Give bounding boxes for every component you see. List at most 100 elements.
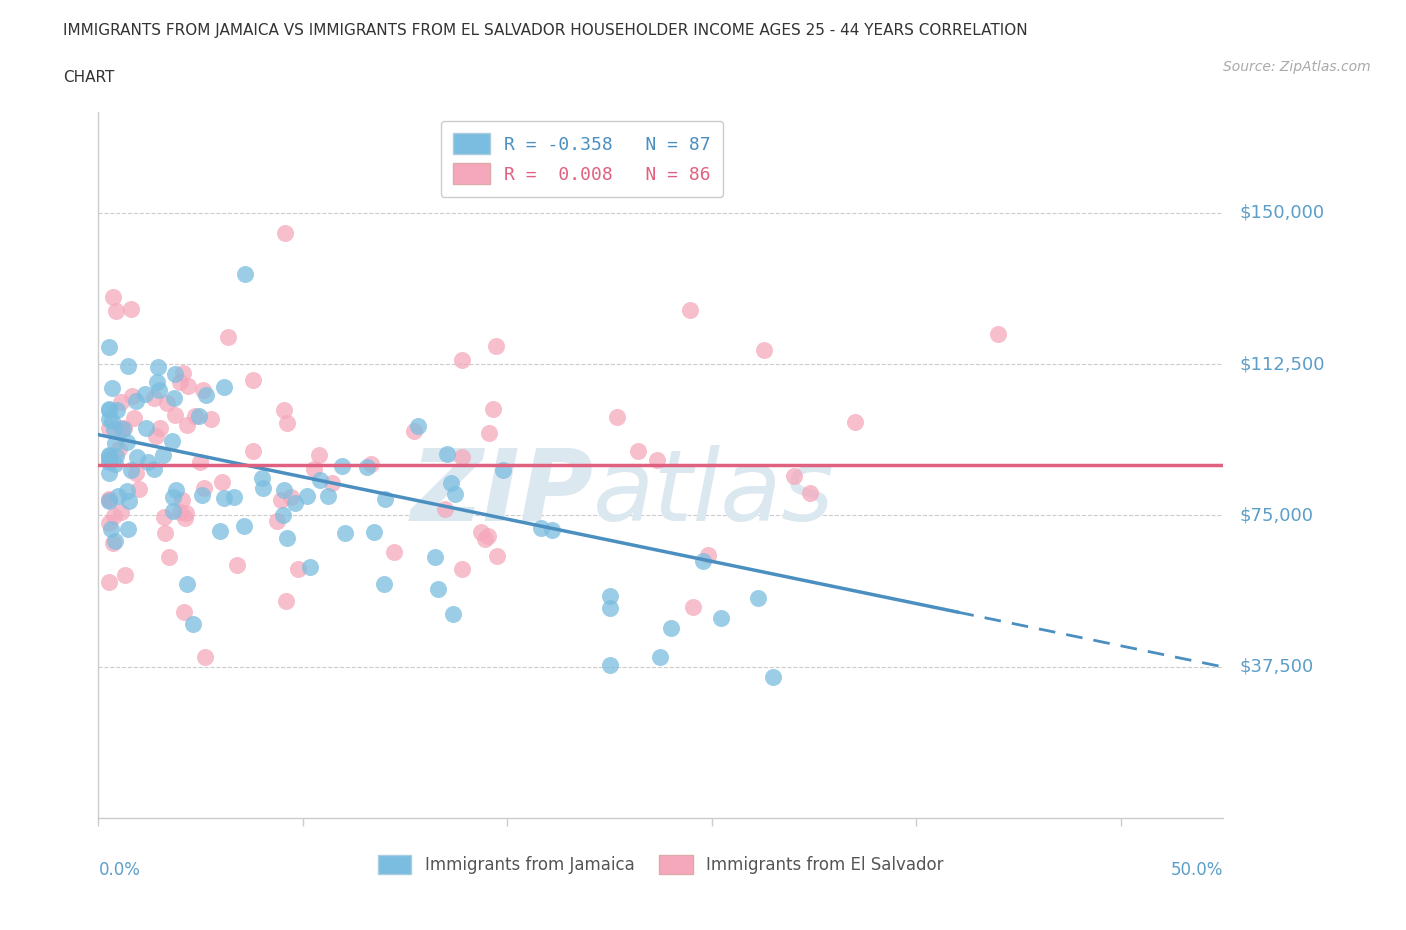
- Point: [176, 576, 198, 591]
- Point: [110, 420, 132, 435]
- Point: [477, 529, 499, 544]
- Point: [273, 483, 295, 498]
- Point: [101, 380, 124, 395]
- Point: [101, 289, 124, 304]
- Point: [271, 508, 294, 523]
- Point: [211, 475, 233, 490]
- Point: [287, 562, 309, 577]
- Point: [650, 649, 672, 664]
- Point: [710, 611, 733, 626]
- Point: [162, 391, 184, 405]
- Point: [606, 409, 628, 424]
- Point: [148, 360, 170, 375]
- Point: [273, 403, 295, 418]
- Point: [433, 501, 456, 516]
- Point: [101, 414, 124, 429]
- Point: [599, 589, 621, 604]
- Point: [100, 522, 122, 537]
- Point: [308, 448, 330, 463]
- Point: [134, 386, 156, 401]
- Point: [143, 461, 166, 476]
- Point: [752, 342, 775, 357]
- Point: [478, 425, 501, 440]
- Point: [97, 493, 120, 508]
- Point: [242, 373, 264, 388]
- Point: [153, 525, 176, 540]
- Point: [232, 519, 254, 534]
- Point: [136, 455, 159, 470]
- Point: [529, 521, 551, 536]
- Point: [679, 302, 702, 317]
- Point: [142, 391, 165, 405]
- Point: [212, 379, 235, 394]
- Point: [195, 388, 218, 403]
- Point: [280, 489, 302, 504]
- Point: [152, 510, 174, 525]
- Point: [146, 375, 169, 390]
- Point: [540, 523, 562, 538]
- Text: 50.0%: 50.0%: [1171, 861, 1223, 879]
- Point: [97, 411, 120, 426]
- Point: [104, 534, 127, 549]
- Text: CHART: CHART: [63, 70, 115, 85]
- Point: [97, 402, 120, 417]
- Point: [373, 577, 395, 591]
- Point: [242, 444, 264, 458]
- Point: [172, 493, 194, 508]
- Point: [97, 453, 120, 468]
- Text: $112,500: $112,500: [1240, 355, 1324, 373]
- Point: [160, 433, 183, 448]
- Point: [645, 453, 668, 468]
- Point: [217, 329, 239, 344]
- Point: [152, 447, 174, 462]
- Point: [97, 449, 120, 464]
- Point: [149, 420, 172, 435]
- Point: [104, 436, 127, 451]
- Point: [404, 424, 426, 439]
- Point: [382, 545, 405, 560]
- Point: [181, 616, 204, 631]
- Point: [426, 581, 449, 596]
- Point: [172, 365, 194, 380]
- Point: [451, 562, 474, 577]
- Point: [174, 506, 197, 521]
- Point: [103, 509, 125, 524]
- Text: $37,500: $37,500: [1240, 658, 1313, 676]
- Point: [440, 476, 463, 491]
- Point: [169, 505, 191, 520]
- Point: [309, 472, 332, 487]
- Point: [233, 266, 256, 281]
- Point: [101, 536, 124, 551]
- Point: [252, 481, 274, 496]
- Point: [97, 515, 120, 530]
- Point: [250, 471, 273, 485]
- Point: [363, 525, 385, 539]
- Point: [276, 416, 298, 431]
- Point: [360, 457, 382, 472]
- Point: [212, 490, 235, 505]
- Point: [114, 568, 136, 583]
- Point: [107, 489, 129, 504]
- Point: [299, 560, 322, 575]
- Point: [302, 462, 325, 477]
- Point: [799, 485, 821, 500]
- Point: [762, 670, 785, 684]
- Point: [406, 418, 429, 433]
- Point: [110, 505, 132, 520]
- Point: [450, 352, 472, 367]
- Point: [117, 522, 139, 537]
- Point: [226, 558, 249, 573]
- Point: [169, 375, 191, 390]
- Point: [120, 301, 142, 316]
- Point: [374, 492, 396, 507]
- Point: [108, 442, 131, 457]
- Point: [276, 530, 298, 545]
- Point: [97, 492, 120, 507]
- Point: [200, 411, 222, 426]
- Point: [128, 482, 150, 497]
- Point: [436, 446, 458, 461]
- Point: [191, 488, 214, 503]
- Point: [599, 601, 621, 616]
- Text: Source: ZipAtlas.com: Source: ZipAtlas.com: [1223, 60, 1371, 74]
- Text: $75,000: $75,000: [1240, 507, 1313, 525]
